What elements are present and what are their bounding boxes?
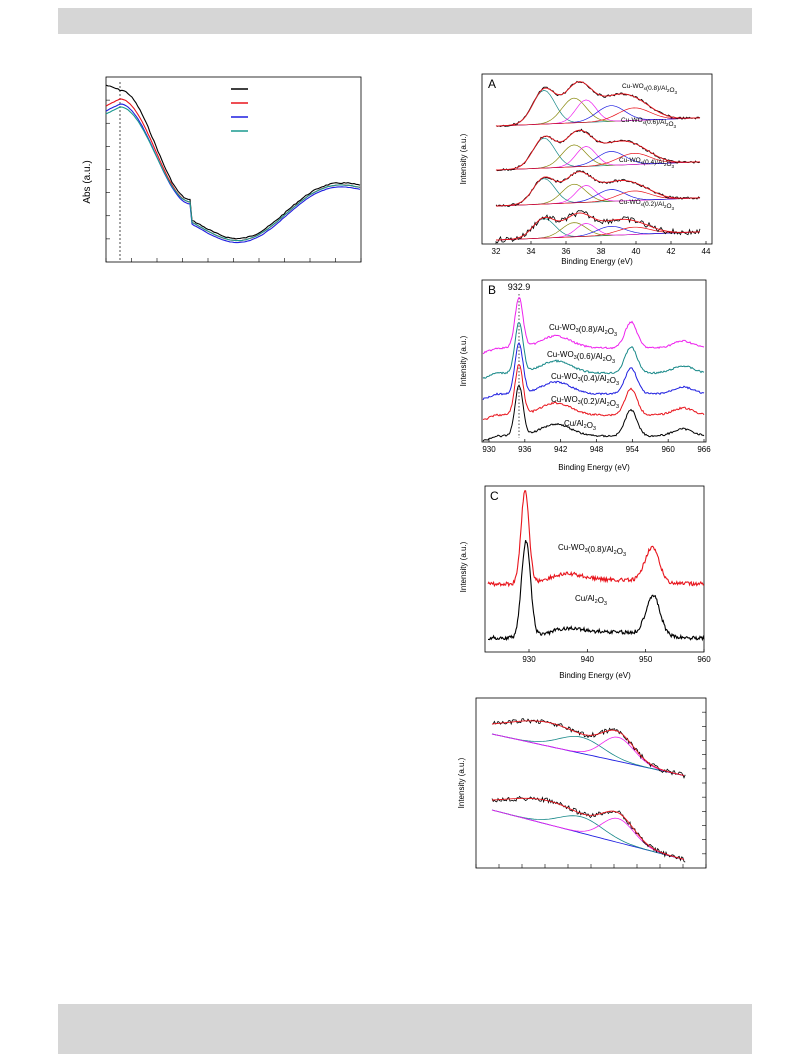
panel-a-xlabel: Binding Energy (eV) xyxy=(561,257,633,266)
panel-c-ylabel: Intensity (a.u.) xyxy=(459,541,468,592)
panel-a-sample-label: Cu-WOx(0.2)/Al2O3 xyxy=(619,199,675,211)
panel-a-frame xyxy=(481,73,713,245)
panel-b-sample-label: Cu-WO3(0.4)/Al2O3 xyxy=(551,372,619,387)
panel-c-tick-label: 950 xyxy=(639,655,653,664)
panel-c-sample-label: Cu/Al2O3 xyxy=(575,594,607,607)
uv-vis-ylabel: Abs (a.u.) xyxy=(82,160,93,203)
panel-c-sample-labels: Cu-WO3(0.8)/Al2O3 Cu/Al2O3 xyxy=(558,543,626,607)
panel-a-spectrum xyxy=(495,210,701,244)
xps-panel-b: B 932.9 Cu-WO3(0.8)/Al2O3 Cu-WO3(0.6)/Al2… xyxy=(459,279,711,472)
panel-a-ylabel: Intensity (a.u.) xyxy=(459,133,468,184)
footer-band xyxy=(58,1004,752,1054)
panel-a-ticks: 32 34 36 38 40 42 44 xyxy=(492,241,711,256)
uv-vis-spectrum-line xyxy=(105,98,361,242)
panel-a-tick-label: 42 xyxy=(667,247,676,256)
panel-b-spectrum xyxy=(482,364,705,420)
panel-c-tick-label: 930 xyxy=(522,655,536,664)
panel-a-tick-label: 32 xyxy=(492,247,501,256)
panel-b-frame xyxy=(481,279,707,443)
xps-panel-c: C Cu-WO3(0.8)/Al2O3 Cu/Al2O3 930 940 950 960… xyxy=(459,485,711,680)
panel-b-ticks: 930 936 942 948 954 960 966 xyxy=(482,439,711,454)
panel-b-xlabel: Binding Energy (eV) xyxy=(558,463,630,472)
panel-b-curves xyxy=(482,296,705,442)
panel-d-fit-component xyxy=(491,809,685,860)
panel-b-sample-label: Cu-WO3(0.8)/Al2O3 xyxy=(549,323,617,338)
panel-c-ticks: 930 940 950 960 xyxy=(522,649,711,664)
panel-d-envelope xyxy=(491,720,685,776)
panel-d-frame xyxy=(475,697,707,869)
panel-c-sample-label: Cu-WO3(0.8)/Al2O3 xyxy=(558,543,626,558)
panel-b-ylabel: Intensity (a.u.) xyxy=(459,335,468,386)
panel-a-envelope xyxy=(495,212,701,241)
panel-c-frame xyxy=(484,485,705,653)
panel-a-fit-component xyxy=(495,152,701,171)
panel-d-fit-component xyxy=(491,733,685,776)
panel-b-peak-label: 932.9 xyxy=(508,282,531,292)
panel-a-curves xyxy=(495,80,701,244)
panel-d-spectrum xyxy=(491,718,686,779)
panel-a-fit-component xyxy=(495,226,701,241)
panel-a-envelope xyxy=(495,171,701,207)
panel-b-letter: B xyxy=(488,283,496,297)
panel-a-letter: A xyxy=(488,77,496,91)
panel-a-sample-label: Cu-WOx(0.8)/Al2O3 xyxy=(622,83,678,95)
panel-b-tick-label: 954 xyxy=(626,445,640,454)
panel-a-tick-label: 40 xyxy=(632,247,641,256)
panel-a-sample-label: Cu-WOx(0.4)/Al2O3 xyxy=(619,157,675,169)
panel-c-spectrum xyxy=(488,540,705,642)
panel-b-tick-label: 966 xyxy=(697,445,711,454)
panel-b-sample-label: Cu-WO3(0.2)/Al2O3 xyxy=(551,395,619,410)
panel-b-tick-label: 942 xyxy=(554,445,568,454)
panel-b-tick-label: 948 xyxy=(590,445,604,454)
panel-a-tick-label: 38 xyxy=(597,247,606,256)
panel-a-fit-component xyxy=(495,178,701,207)
panel-a-tick-label: 36 xyxy=(562,247,571,256)
panel-a-sample-labels: Cu-WOx(0.8)/Al2O3 Cu-WOx(0.6)/Al2O3 Cu-WOx… xyxy=(619,83,678,211)
uv-vis-spectrum-line xyxy=(105,106,361,242)
uv-vis-chart: Abs (a.u.) xyxy=(82,76,362,263)
uv-vis-legend xyxy=(231,88,248,132)
panel-c-tick-label: 940 xyxy=(581,655,595,664)
panel-b-sample-label: Cu-WO3(0.6)/Al2O3 xyxy=(547,350,615,365)
panel-a-sample-label: Cu-WOx(0.6)/Al2O3 xyxy=(621,117,677,129)
panel-b-sample-labels: Cu-WO3(0.8)/Al2O3 Cu-WO3(0.6)/Al2O3 Cu-WO3… xyxy=(547,323,619,432)
panel-c-tick-label: 960 xyxy=(697,655,711,664)
panel-d-fit-component xyxy=(491,733,685,776)
panel-d-envelope xyxy=(491,797,685,860)
panel-b-tick-label: 960 xyxy=(661,445,675,454)
uv-vis-spectrum-line xyxy=(105,84,361,240)
panel-c-xlabel: Binding Energy (eV) xyxy=(559,671,631,680)
panel-b-sample-label: Cu/Al2O3 xyxy=(564,419,596,432)
panel-c-spectrum xyxy=(487,490,704,588)
panel-a-fit-component xyxy=(495,107,701,127)
uv-vis-curves xyxy=(105,84,361,244)
panel-b-spectrum xyxy=(482,342,705,401)
panel-c-curves xyxy=(487,490,705,642)
panel-a-envelope xyxy=(495,81,701,127)
panel-b-spectrum xyxy=(482,296,705,355)
panel-c-letter: C xyxy=(490,489,499,503)
header-band xyxy=(58,8,752,34)
panel-b-spectrum xyxy=(482,384,705,442)
panel-b-tick-label: 936 xyxy=(518,445,532,454)
panel-d-spectrum xyxy=(491,795,686,863)
panel-a-tick-label: 34 xyxy=(527,247,536,256)
panel-b-tick-label: 930 xyxy=(482,445,496,454)
uv-vis-ticks xyxy=(105,99,362,262)
panel-a-envelope xyxy=(495,129,701,171)
uv-vis-frame xyxy=(105,76,362,263)
panel-a-tick-label: 44 xyxy=(702,247,711,256)
xps-panel-d: Intensity (a.u.) xyxy=(457,697,707,869)
panel-d-ticks xyxy=(475,711,707,868)
panel-d-curves xyxy=(491,718,686,863)
panel-d-ylabel: Intensity (a.u.) xyxy=(457,757,466,808)
panel-d-fit-component xyxy=(491,809,685,860)
xps-panel-a: A Cu-WOx(0.8)/Al2O3Cu-WOx(0.6)/Al2O3Cu-W… xyxy=(459,73,713,266)
panel-b-spectrum xyxy=(482,322,705,379)
panel-a-fit-component xyxy=(495,190,701,207)
